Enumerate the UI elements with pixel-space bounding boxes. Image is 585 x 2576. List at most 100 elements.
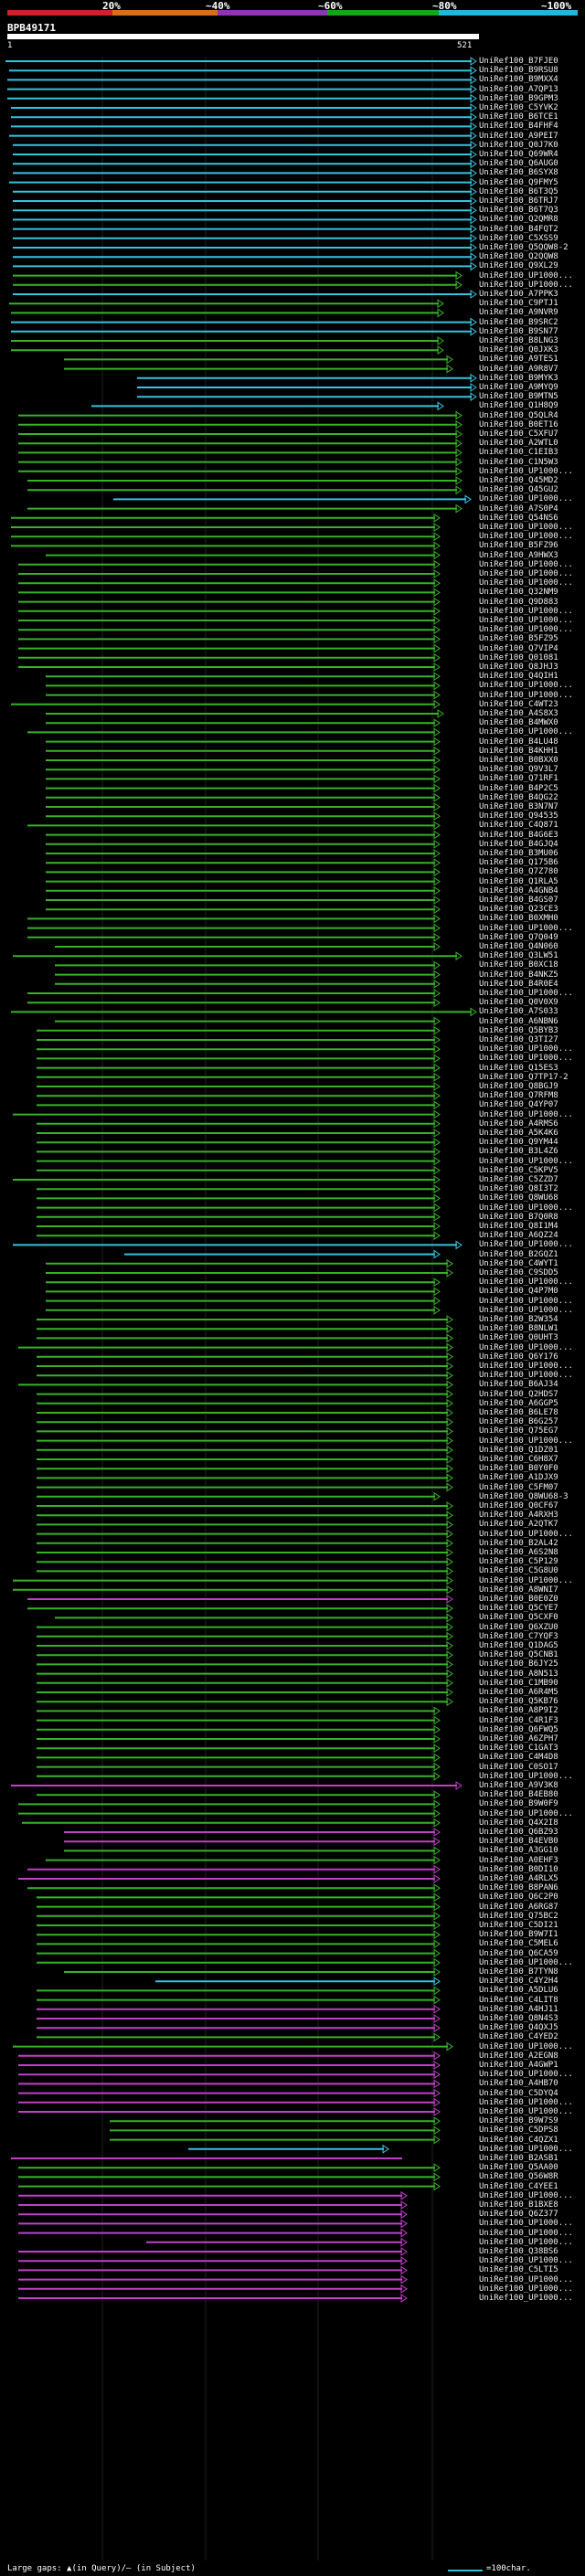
hit-label[interactable]: UniRef100_Q7Z780	[479, 867, 558, 877]
hit-label[interactable]: UniRef100_C5KPV5	[479, 1165, 558, 1175]
hit-label[interactable]: UniRef100_A4RXH3	[479, 1511, 558, 1521]
hit-label[interactable]: UniRef100_B4FQT2	[479, 224, 558, 234]
hit-label[interactable]: UniRef100_UP1000...	[479, 1240, 573, 1250]
hit-label[interactable]: UniRef100_A0EHF3	[479, 1855, 558, 1865]
hit-label[interactable]: UniRef100_UP1000...	[479, 727, 573, 737]
hit-label[interactable]: UniRef100_UP1000...	[479, 2228, 573, 2238]
hit-label[interactable]: UniRef100_C5MEL6	[479, 1939, 558, 1949]
hit-label[interactable]: UniRef100_A4RMS6	[479, 1118, 558, 1129]
hit-label[interactable]: UniRef100_B4EB80	[479, 1790, 558, 1800]
hit-label[interactable]: UniRef100_Q4QXJ5	[479, 2023, 558, 2033]
hit-label[interactable]: UniRef100_UP1000...	[479, 1109, 573, 1119]
hit-label[interactable]: UniRef100_Q15ES3	[479, 1063, 558, 1073]
hit-label[interactable]: UniRef100_Q5KB76	[479, 1697, 558, 1707]
hit-label[interactable]: UniRef100_UP1000...	[479, 280, 573, 290]
hit-label[interactable]: UniRef100_A9MYQ9	[479, 383, 558, 392]
hit-label[interactable]: UniRef100_UP1000...	[479, 1044, 573, 1055]
hit-label[interactable]: UniRef100_A9NVR9	[479, 308, 558, 318]
hit-label[interactable]: UniRef100_B2ASB1	[479, 2154, 558, 2163]
hit-label[interactable]: UniRef100_B6T3Q5	[479, 186, 558, 196]
hit-label[interactable]: UniRef100_Q6AUG0	[479, 159, 558, 169]
hit-label[interactable]: UniRef100_B0Y0F0	[479, 1464, 558, 1474]
hit-label[interactable]: UniRef100_UP1000...	[479, 989, 573, 998]
hit-label[interactable]: UniRef100_A8WNI7	[479, 1585, 558, 1595]
hit-label[interactable]: UniRef100_Q4QIH1	[479, 672, 558, 682]
hit-label[interactable]: UniRef100_Q9XL29	[479, 261, 558, 271]
hit-label[interactable]: UniRef100_C1MB90	[479, 1678, 558, 1688]
hit-label[interactable]: UniRef100_Q6FWQ5	[479, 1724, 558, 1734]
hit-label[interactable]: UniRef100_B2AL42	[479, 1538, 558, 1548]
hit-label[interactable]: UniRef100_A6R4M5	[479, 1688, 558, 1697]
hit-label[interactable]: UniRef100_C4R1F3	[479, 1715, 558, 1725]
hit-label[interactable]: UniRef100_C4Y2H4	[479, 1977, 558, 1987]
hit-label[interactable]: UniRef100_B6G257	[479, 1417, 558, 1427]
hit-label[interactable]: UniRef100_UP1000...	[479, 1054, 573, 1064]
hit-label[interactable]: UniRef100_B4LU48	[479, 737, 558, 747]
hit-label[interactable]: UniRef100_B2GQZ1	[479, 1249, 558, 1259]
hit-label[interactable]: UniRef100_B5FZ96	[479, 541, 558, 551]
hit-label[interactable]: UniRef100_B9MYK3	[479, 373, 558, 383]
hit-label[interactable]: UniRef100_C4Q871	[479, 821, 558, 831]
hit-label[interactable]: UniRef100_UP1000...	[479, 616, 573, 625]
hit-label[interactable]: UniRef100_C5ZZD7	[479, 1175, 558, 1184]
hit-label[interactable]: UniRef100_Q75BC2	[479, 1911, 558, 1921]
hit-label[interactable]: UniRef100_B9W0F9	[479, 1799, 558, 1809]
hit-label[interactable]: UniRef100_UP1000...	[479, 559, 573, 569]
hit-label[interactable]: UniRef100_Q8I3T2	[479, 1184, 558, 1194]
hit-label[interactable]: UniRef100_C9SDD5	[479, 1268, 558, 1277]
hit-label[interactable]: UniRef100_B1BXE8	[479, 2200, 558, 2210]
hit-label[interactable]: UniRef100_Q5QLR4	[479, 410, 558, 420]
hit-label[interactable]: UniRef100_Q38BS6	[479, 2247, 558, 2256]
hit-label[interactable]: UniRef100_Q5CYE7	[479, 1604, 558, 1614]
hit-label[interactable]: UniRef100_Q8N4S3	[479, 2014, 558, 2023]
hit-label[interactable]: UniRef100_C5DYQ4	[479, 2088, 558, 2098]
hit-label[interactable]: UniRef100_UP1000...	[479, 2274, 573, 2284]
hit-label[interactable]: UniRef100_C4YED2	[479, 2032, 558, 2042]
hit-label[interactable]: UniRef100_B3MU06	[479, 849, 558, 858]
hit-label[interactable]: UniRef100_UP1000...	[479, 1808, 573, 1818]
hit-label[interactable]: UniRef100_Q0CF67	[479, 1501, 558, 1511]
hit-label[interactable]: UniRef100_Q0UHT3	[479, 1333, 558, 1343]
hit-label[interactable]: UniRef100_UP1000...	[479, 2107, 573, 2116]
hit-label[interactable]: UniRef100_B9W7I1	[479, 1930, 558, 1940]
hit-label[interactable]: UniRef100_A7S033	[479, 1007, 558, 1017]
hit-label[interactable]: UniRef100_B0E0Z0	[479, 1595, 558, 1604]
hit-label[interactable]: UniRef100_UP1000...	[479, 606, 573, 616]
hit-label[interactable]: UniRef100_A7QP13	[479, 84, 558, 94]
hit-label[interactable]: UniRef100_Q8I1M4	[479, 1222, 558, 1231]
hit-label[interactable]: UniRef100_UP1000...	[479, 1371, 573, 1381]
hit-label[interactable]: UniRef100_UP1000...	[479, 1362, 573, 1371]
hit-label[interactable]: UniRef100_B8LNG3	[479, 336, 558, 345]
hit-label[interactable]: UniRef100_Q2QMR8	[479, 215, 558, 225]
hit-label[interactable]: UniRef100_A3GG10	[479, 1846, 558, 1856]
hit-label[interactable]: UniRef100_C5XFU7	[479, 429, 558, 439]
hit-label[interactable]: UniRef100_UP1000...	[479, 923, 573, 933]
hit-label[interactable]: UniRef100_UP1000...	[479, 1575, 573, 1585]
hit-label[interactable]: UniRef100_Q4P7M0	[479, 1287, 558, 1297]
hit-label[interactable]: UniRef100_Q6Z377	[479, 2210, 558, 2220]
hit-label[interactable]: UniRef100_Q1RLA5	[479, 876, 558, 886]
hit-label[interactable]: UniRef100_B0DI10	[479, 1864, 558, 1874]
hit-label[interactable]: UniRef100_Q2QQW8	[479, 252, 558, 262]
hit-label[interactable]: UniRef100_B7FJE0	[479, 57, 558, 66]
hit-label[interactable]: UniRef100_A4GNB4	[479, 885, 558, 896]
hit-label[interactable]: UniRef100_A6QZ24	[479, 1231, 558, 1241]
hit-label[interactable]: UniRef100_UP1000...	[479, 2284, 573, 2294]
hit-label[interactable]: UniRef100_B3L4Z6	[479, 1147, 558, 1157]
hit-label[interactable]: UniRef100_Q0V0X9	[479, 998, 558, 1008]
hit-label[interactable]: UniRef100_B6LE78	[479, 1408, 558, 1417]
hit-label[interactable]: UniRef100_B9RSU8	[479, 66, 558, 76]
hit-label[interactable]: UniRef100_Q175B6	[479, 858, 558, 868]
hit-label[interactable]: UniRef100_UP1000...	[479, 1203, 573, 1213]
hit-label[interactable]: UniRef100_A2QTK7	[479, 1520, 558, 1530]
hit-label[interactable]: UniRef100_Q9FMY5	[479, 177, 558, 187]
hit-label[interactable]: UniRef100_B4KHH1	[479, 746, 558, 756]
hit-label[interactable]: UniRef100_A6RG87	[479, 1902, 558, 1912]
hit-label[interactable]: UniRef100_UP1000...	[479, 1436, 573, 1446]
hit-label[interactable]: UniRef100_Q9YM44	[479, 1138, 558, 1148]
hit-label[interactable]: UniRef100_A4S8X3	[479, 709, 558, 718]
hit-label[interactable]: UniRef100_C6H8X7	[479, 1455, 558, 1464]
hit-label[interactable]: UniRef100_B9W7S9	[479, 2116, 558, 2126]
hit-label[interactable]: UniRef100_C1N5W3	[479, 457, 558, 467]
hit-label[interactable]: UniRef100_Q56W8R	[479, 2172, 558, 2182]
